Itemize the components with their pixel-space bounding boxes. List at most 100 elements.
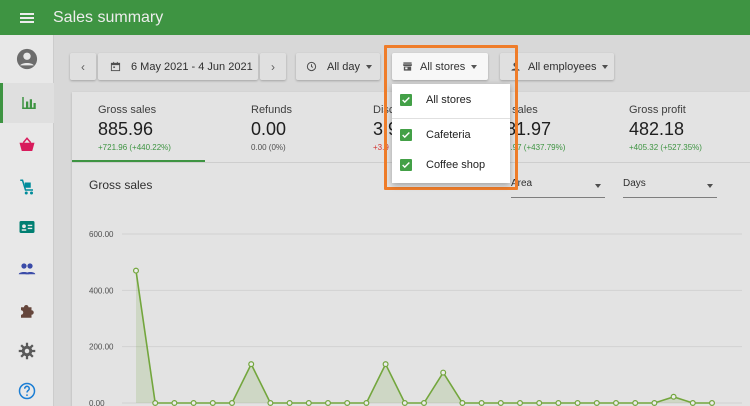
data-point[interactable] [267, 400, 274, 406]
data-point[interactable] [536, 400, 543, 406]
data-point[interactable] [382, 361, 389, 368]
employee-filter-button[interactable]: All employees [500, 53, 614, 80]
metric-gross-profit[interactable]: Gross profit 482.18 +405.32 (+527.35%) [629, 104, 702, 152]
puzzle-icon [21, 305, 34, 318]
metric-value: 885.96 [98, 119, 154, 139]
sidebar-item-integrations[interactable] [0, 291, 54, 331]
data-point[interactable] [286, 400, 293, 406]
metric-label: Refunds [251, 104, 292, 116]
data-point[interactable] [613, 400, 619, 406]
cart-icon [20, 179, 33, 195]
chart-title: Gross sales [89, 178, 153, 192]
checkbox-checked-icon[interactable] [400, 94, 412, 106]
sidebar-item-reports[interactable] [0, 83, 54, 123]
data-point[interactable] [478, 400, 485, 406]
store-icon [402, 62, 413, 71]
store-option-label: All stores [426, 94, 472, 106]
chart-type-value: Area [511, 178, 533, 189]
data-point[interactable] [152, 400, 159, 406]
active-metric-indicator [72, 160, 205, 162]
metric-value: 0.00 [251, 119, 287, 139]
data-point[interactable] [670, 393, 677, 400]
data-point[interactable] [517, 400, 523, 406]
app-bar: Sales summary [0, 0, 750, 35]
store-dropdown: All stores Cafeteria Coffee shop [392, 84, 510, 183]
data-point[interactable] [421, 400, 427, 406]
sidebar-item-employees[interactable] [0, 249, 54, 289]
chevron-left-icon: ‹ [81, 59, 85, 74]
date-range-label: 6 May 2021 - 4 Jun 2021 [131, 60, 253, 73]
page-title: Sales summary [53, 8, 164, 26]
data-point[interactable] [632, 400, 639, 406]
store-option-label: Coffee shop [426, 159, 486, 171]
data-point[interactable] [344, 400, 351, 406]
basket-icon [19, 137, 35, 151]
data-point[interactable] [689, 400, 696, 406]
people-icon [18, 263, 36, 275]
dropdown-divider [392, 118, 510, 119]
sidebar-item-inventory[interactable] [0, 167, 54, 207]
date-prev-button[interactable]: ‹ [70, 53, 96, 80]
store-option-label: Cafeteria [426, 129, 471, 141]
data-point[interactable] [248, 361, 255, 368]
data-point[interactable] [401, 400, 408, 406]
data-point[interactable] [209, 400, 216, 406]
gear-icon [18, 342, 36, 360]
chart-type-select[interactable]: Area [511, 178, 605, 198]
y-tick-label: 600.00 [89, 230, 114, 239]
metric-refunds[interactable]: Refunds 0.00 0.00 (0%) [251, 104, 292, 152]
caret-down-icon [707, 184, 713, 188]
metric-label: Gross profit [629, 104, 686, 116]
caret-down-icon [602, 64, 609, 69]
sidebar [0, 35, 54, 406]
help-icon [18, 382, 36, 400]
data-point[interactable] [305, 400, 312, 406]
data-point[interactable] [325, 400, 331, 406]
metric-change: +721.96 (+440.22%) [98, 143, 171, 152]
data-point[interactable] [497, 400, 504, 406]
sidebar-item-account[interactable] [0, 39, 54, 79]
data-point[interactable] [709, 400, 715, 406]
sidebar-item-help[interactable] [0, 371, 54, 406]
period-select[interactable]: Days [623, 178, 717, 198]
calendar-icon [110, 61, 121, 72]
sidebar-item-settings[interactable] [0, 331, 54, 371]
time-filter-button[interactable]: All day [296, 53, 380, 80]
caret-down-icon [595, 184, 601, 188]
data-point[interactable] [574, 400, 581, 406]
metric-label: Disc [373, 104, 395, 116]
caret-down-icon [471, 64, 478, 69]
data-point[interactable] [229, 400, 235, 406]
checkbox-checked-icon[interactable] [400, 129, 412, 141]
data-point[interactable] [363, 400, 370, 406]
data-point[interactable] [190, 400, 197, 406]
store-filter-button[interactable]: All stores [392, 53, 488, 80]
data-point[interactable] [555, 400, 562, 406]
date-range-button[interactable]: 6 May 2021 - 4 Jun 2021 [98, 53, 258, 80]
metric-label: t sales [506, 104, 538, 116]
time-filter-label: All day [327, 60, 361, 73]
metric-label: Gross sales [98, 104, 157, 116]
sidebar-item-items[interactable] [0, 125, 54, 165]
data-point[interactable] [440, 369, 447, 376]
data-point[interactable] [132, 267, 139, 274]
hamburger-menu-icon[interactable] [20, 12, 34, 23]
gross-sales-chart: 600.00 400.00 200.00 0.00 [89, 230, 742, 406]
data-point[interactable] [459, 400, 466, 406]
metric-gross-sales[interactable]: Gross sales 885.96 +721.96 (+440.22%) [98, 104, 171, 152]
y-tick-label: 400.00 [89, 286, 114, 295]
chevron-right-icon: › [271, 59, 275, 74]
highlight-frame [384, 45, 518, 190]
checkbox-checked-icon[interactable] [400, 159, 412, 171]
store-option-cafeteria[interactable]: Cafeteria [392, 120, 510, 150]
data-point[interactable] [651, 400, 658, 406]
data-point[interactable] [171, 400, 178, 406]
data-point[interactable] [593, 400, 600, 406]
store-filter-label: All stores [420, 60, 466, 73]
store-option-all[interactable]: All stores [392, 85, 510, 115]
metric-change: +3.9 [373, 143, 389, 152]
sidebar-item-customers[interactable] [0, 207, 54, 247]
store-option-coffee-shop[interactable]: Coffee shop [392, 150, 510, 180]
date-next-button[interactable]: › [260, 53, 286, 80]
account-icon [16, 48, 38, 70]
